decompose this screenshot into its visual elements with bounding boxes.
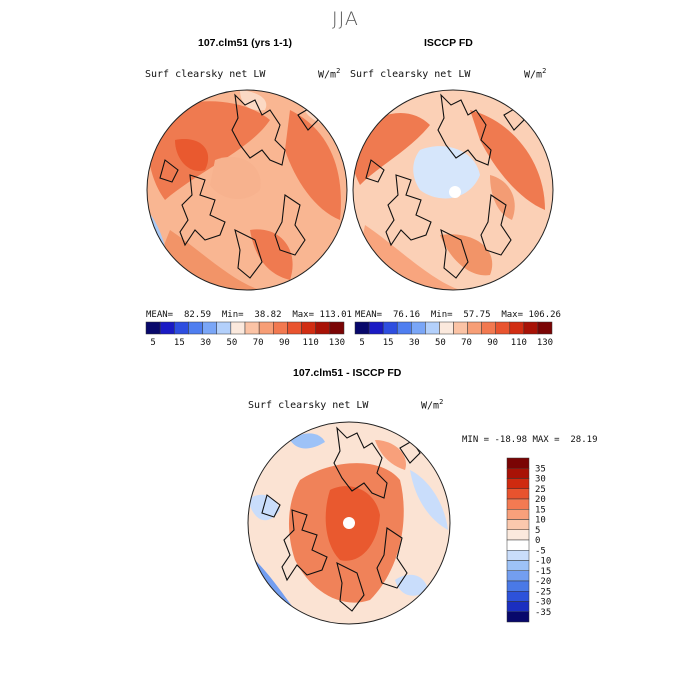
colorbar-diff-swatch bbox=[506, 498, 530, 510]
colorbar-obs-swatch bbox=[453, 321, 468, 335]
colorbar-obs-tick-label: 5 bbox=[359, 338, 364, 348]
colorbar-diff-swatch bbox=[506, 529, 530, 541]
colorbar-diff-tick-label: 10 bbox=[535, 516, 546, 526]
colorbar-obs-swatch bbox=[396, 321, 412, 335]
panel-1-stats: MEAN= 82.59 Min= 38.82 Max= 113.01 bbox=[146, 310, 352, 320]
colorbar-diff-tick-label: -10 bbox=[535, 557, 551, 567]
colorbar-diff-swatch bbox=[506, 591, 530, 602]
colorbar-model-swatch bbox=[230, 321, 246, 335]
colorbar-obs-tick-label: 110 bbox=[511, 338, 527, 348]
colorbar-model-tick-label: 130 bbox=[329, 338, 345, 348]
colorbar-obs-swatch bbox=[481, 321, 496, 335]
map-model bbox=[146, 89, 348, 291]
colorbar-obs-tick-label: 90 bbox=[487, 338, 498, 348]
colorbar-model-swatch bbox=[258, 321, 274, 335]
colorbar-obs-tick-label: 70 bbox=[461, 338, 472, 348]
colorbar-model-tick-label: 70 bbox=[253, 338, 264, 348]
colorbar-obs: 5 15 30 50 70 90 110 130 bbox=[354, 321, 553, 348]
colorbar-obs-swatch bbox=[354, 321, 370, 335]
panel-2-title: ISCCP FD bbox=[424, 37, 473, 49]
colorbar-model-tick-label: 15 bbox=[174, 338, 185, 348]
colorbar-diff-tick-label: -5 bbox=[535, 546, 546, 556]
panel-2-stats: MEAN= 76.16 Min= 57.75 Max= 106.26 bbox=[355, 310, 561, 320]
colorbar-obs-swatch bbox=[382, 321, 398, 335]
colorbar-model-tick-label: 90 bbox=[279, 338, 290, 348]
panel-1-var-label: Surf clearsky net LW bbox=[145, 69, 266, 80]
colorbar-diff-swatch bbox=[506, 468, 530, 479]
colorbar-diff-tick-label: 5 bbox=[535, 526, 540, 536]
colorbar-model-swatch bbox=[216, 321, 232, 335]
colorbar-obs-tick-label: 15 bbox=[383, 338, 394, 348]
colorbar-diff-tick-label: 0 bbox=[535, 536, 540, 546]
colorbar-model-swatch bbox=[188, 321, 203, 335]
colorbar-obs-swatch bbox=[537, 321, 553, 335]
colorbar-diff-swatch bbox=[506, 550, 530, 561]
colorbar-diff-tick-label: 15 bbox=[535, 505, 546, 515]
colorbar-model-swatch bbox=[145, 321, 161, 335]
colorbar-diff-swatch bbox=[506, 488, 530, 500]
colorbar-diff-swatch bbox=[506, 580, 530, 592]
colorbar-model-swatch bbox=[315, 321, 331, 335]
panel-2-units: W/m2 bbox=[524, 67, 547, 81]
panel-3-units: W/m2 bbox=[421, 398, 444, 412]
colorbar-diff-tick-label: 30 bbox=[535, 475, 546, 485]
colorbar-obs-swatch bbox=[467, 321, 482, 335]
colorbar-model-tick-label: 30 bbox=[200, 338, 211, 348]
colorbar-model-swatch bbox=[329, 321, 345, 335]
panel-1-units: W/m2 bbox=[318, 67, 341, 81]
panel-3-var-label: Surf clearsky net LW bbox=[248, 400, 369, 411]
colorbar-diff-swatch bbox=[506, 519, 530, 530]
colorbar-obs-swatch bbox=[411, 321, 426, 335]
colorbar-diff-swatch bbox=[506, 570, 530, 582]
colorbar-obs-tick-label: 30 bbox=[409, 338, 420, 348]
panel-3-stats: MIN = -18.98 MAX = 28.19 bbox=[462, 435, 598, 445]
colorbar-model-tick-label: 50 bbox=[226, 338, 237, 348]
colorbar-diff-tick-label: 25 bbox=[535, 485, 546, 495]
map-diff bbox=[247, 421, 451, 625]
colorbar-model-swatch bbox=[159, 321, 175, 335]
colorbar-model-swatch bbox=[174, 321, 189, 335]
colorbar-diff-swatch bbox=[506, 601, 530, 612]
colorbar-diff-tick-label: -20 bbox=[535, 577, 551, 587]
colorbar-diff-tick-label: -15 bbox=[535, 567, 551, 577]
colorbar-obs-tick-label: 130 bbox=[537, 338, 553, 348]
season-title: JJA bbox=[332, 8, 359, 30]
colorbar-model-tick-label: 110 bbox=[303, 338, 319, 348]
colorbar-obs-swatch bbox=[425, 321, 440, 335]
colorbar-obs-swatch bbox=[495, 321, 511, 335]
colorbar-model-swatch bbox=[273, 321, 288, 335]
colorbar-diff-tick-label: -30 bbox=[535, 598, 551, 608]
colorbar-diff-swatch bbox=[506, 509, 530, 520]
colorbar-diff-tick-label: 35 bbox=[535, 464, 546, 474]
colorbar-diff-swatch bbox=[506, 457, 530, 469]
colorbar-diff-swatch bbox=[506, 478, 530, 489]
colorbar-model-swatch bbox=[202, 321, 217, 335]
colorbar-obs-swatch bbox=[439, 321, 454, 335]
colorbar-diff-swatch bbox=[506, 611, 530, 623]
colorbar-model-tick-label: 5 bbox=[150, 338, 155, 348]
colorbar-obs-swatch bbox=[523, 321, 539, 335]
panel-2-var-label: Surf clearsky net LW bbox=[350, 69, 471, 80]
colorbar-obs-tick-label: 50 bbox=[435, 338, 446, 348]
map-obs bbox=[352, 89, 554, 291]
colorbar-diff-tick-label: -35 bbox=[535, 608, 551, 618]
colorbar-diff-tick-label: 20 bbox=[535, 495, 546, 505]
colorbar-diff-swatch bbox=[506, 560, 530, 571]
panel-1-title: 107.clm51 (yrs 1-1) bbox=[198, 37, 292, 49]
colorbar-obs-swatch bbox=[509, 321, 525, 335]
colorbar-diff-tick-label: -25 bbox=[535, 587, 551, 597]
colorbar-model: 5 15 30 50 70 90 110 130 bbox=[145, 321, 345, 348]
colorbar-model-swatch bbox=[244, 321, 260, 335]
colorbar-obs-swatch bbox=[368, 321, 384, 335]
colorbar-model-swatch bbox=[301, 321, 316, 335]
colorbar-diff-swatch bbox=[506, 539, 530, 551]
colorbar-model-swatch bbox=[287, 321, 302, 335]
panel-3-title: 107.clm51 - ISCCP FD bbox=[293, 367, 402, 379]
